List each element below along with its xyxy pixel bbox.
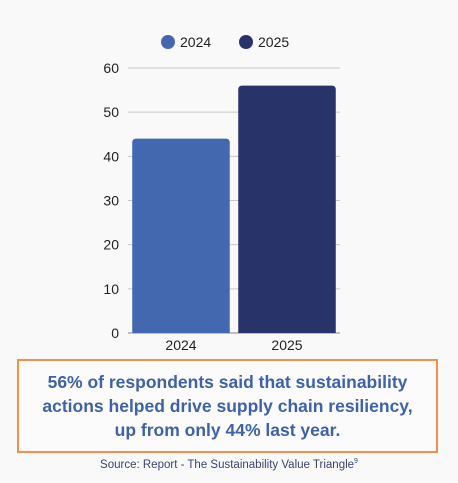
- chart-svg: 0 10 20 30 40 50 60 2024 2025 2024 2025: [103, 34, 340, 353]
- bar-chart: 0 10 20 30 40 50 60 2024 2025 2024 2025: [103, 34, 340, 353]
- legend-label: 2025: [258, 34, 289, 50]
- y-tick-label: 30: [103, 193, 119, 209]
- bar-2025: [238, 85, 336, 334]
- legend-marker: [239, 35, 253, 49]
- legend-label: 2024: [180, 34, 211, 50]
- x-tick-label: 2024: [165, 337, 196, 353]
- bar-2024: [132, 138, 230, 333]
- y-tick-label: 10: [103, 281, 119, 297]
- source-citation: Source: Report - The Sustainability Valu…: [0, 458, 458, 471]
- y-tick-label: 50: [103, 104, 119, 120]
- legend-marker: [161, 35, 175, 49]
- callout-box: 56% of respondents said that sustainabil…: [17, 359, 438, 453]
- x-tick-label: 2025: [271, 337, 302, 353]
- y-tick-label: 40: [103, 148, 119, 164]
- source-text: Source: Report - The Sustainability Valu…: [100, 458, 355, 471]
- y-tick-label: 0: [111, 325, 119, 341]
- y-tick-label: 60: [103, 60, 119, 76]
- callout-text: 56% of respondents said that sustainabil…: [42, 372, 413, 440]
- y-tick-label: 20: [103, 237, 119, 253]
- source-footnote: 9: [354, 458, 358, 465]
